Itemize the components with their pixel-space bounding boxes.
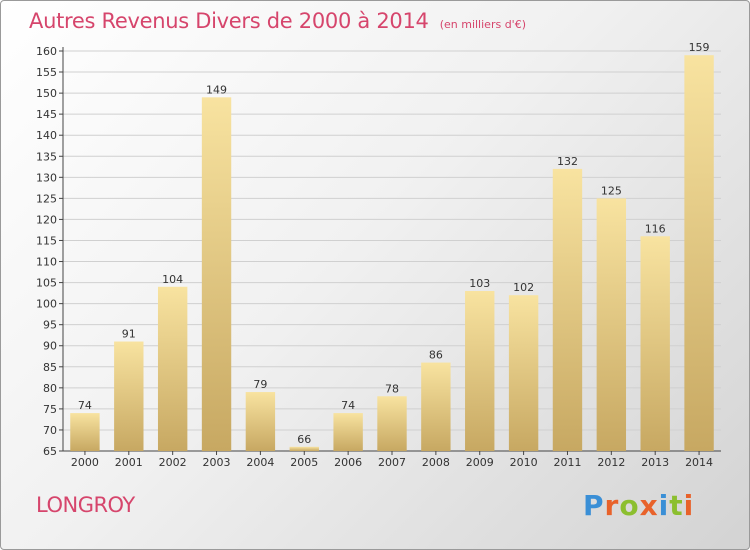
x-tick-label: 2004 — [246, 456, 274, 469]
bar — [157, 286, 188, 451]
logo-letter: o — [619, 489, 640, 522]
logo-letter: i — [658, 489, 670, 522]
x-tick-label: 2012 — [597, 456, 625, 469]
bar-value-label: 149 — [206, 83, 227, 96]
y-tick-label: 85 — [43, 361, 57, 374]
x-tick-label: 2000 — [71, 456, 99, 469]
x-tick-label: 2003 — [203, 456, 231, 469]
x-tick-label: 2011 — [553, 456, 581, 469]
proxiti-logo: Proxiti — [583, 489, 694, 522]
bar — [640, 236, 670, 451]
y-tick-label: 150 — [36, 87, 57, 100]
x-tick-label: 2009 — [466, 456, 494, 469]
bar-value-label: 79 — [253, 378, 267, 391]
y-tick-label: 75 — [43, 403, 57, 416]
x-tick-label: 2013 — [641, 456, 669, 469]
bar-value-label: 103 — [469, 277, 490, 290]
bar-value-label: 102 — [513, 281, 534, 294]
y-tick-label: 130 — [36, 171, 57, 184]
bar-value-label: 159 — [689, 41, 710, 54]
chart-subtitle: (en milliers d'€) — [439, 18, 526, 31]
y-tick-label: 145 — [36, 108, 57, 121]
bar-value-label: 132 — [557, 155, 578, 168]
x-tick-label: 2002 — [159, 456, 187, 469]
logo-letter: x — [639, 489, 659, 522]
x-tick-label: 2006 — [334, 456, 362, 469]
bar-value-label: 74 — [78, 399, 92, 412]
bar-value-label: 74 — [341, 399, 355, 412]
logo-letter: i — [683, 489, 695, 522]
y-tick-label: 80 — [43, 382, 57, 395]
x-tick-label: 2008 — [422, 456, 450, 469]
bar — [245, 392, 276, 451]
x-tick-label: 2001 — [115, 456, 143, 469]
y-tick-label: 120 — [36, 213, 57, 226]
y-tick-label: 135 — [36, 150, 57, 163]
y-tick-label: 105 — [36, 277, 57, 290]
y-tick-label: 160 — [36, 45, 57, 58]
bar-value-label: 66 — [297, 433, 311, 446]
x-tick-label: 2005 — [290, 456, 318, 469]
bar — [114, 341, 144, 451]
y-tick-label: 125 — [36, 192, 57, 205]
y-tick-label: 140 — [36, 129, 57, 142]
bar — [465, 291, 495, 451]
logo-letter: r — [604, 489, 620, 522]
bar — [201, 97, 232, 451]
y-tick-label: 115 — [36, 234, 57, 247]
bar — [684, 55, 714, 452]
bar — [377, 396, 407, 451]
y-tick-label: 155 — [36, 66, 57, 79]
bar-value-label: 125 — [601, 184, 622, 197]
chart-title-block: Autres Revenus Divers de 2000 à 2014 (en… — [29, 9, 526, 33]
y-tick-label: 65 — [43, 445, 57, 458]
chart-title: Autres Revenus Divers de 2000 à 2014 — [29, 9, 429, 33]
bar — [596, 198, 627, 451]
y-tick-label: 95 — [43, 319, 57, 332]
x-tick-label: 2007 — [378, 456, 406, 469]
bar — [289, 446, 319, 451]
bar — [333, 413, 363, 451]
x-tick-label: 2010 — [510, 456, 538, 469]
bar — [508, 295, 539, 451]
x-tick-label: 2014 — [685, 456, 713, 469]
bar — [552, 168, 583, 452]
logo-letter: P — [583, 489, 605, 522]
y-tick-label: 110 — [36, 256, 57, 269]
bar — [70, 413, 100, 451]
bar-value-label: 116 — [645, 222, 666, 235]
bar-value-label: 104 — [162, 273, 183, 286]
bar — [421, 362, 451, 451]
y-tick-label: 100 — [36, 298, 57, 311]
y-tick-label: 70 — [43, 424, 57, 437]
bar-value-label: 86 — [429, 349, 443, 362]
bar-value-label: 91 — [122, 328, 136, 341]
y-tick-label: 90 — [43, 340, 57, 353]
commune-name: LONGROY — [36, 493, 135, 517]
bar-value-label: 78 — [385, 382, 399, 395]
logo-letter: t — [669, 489, 684, 522]
